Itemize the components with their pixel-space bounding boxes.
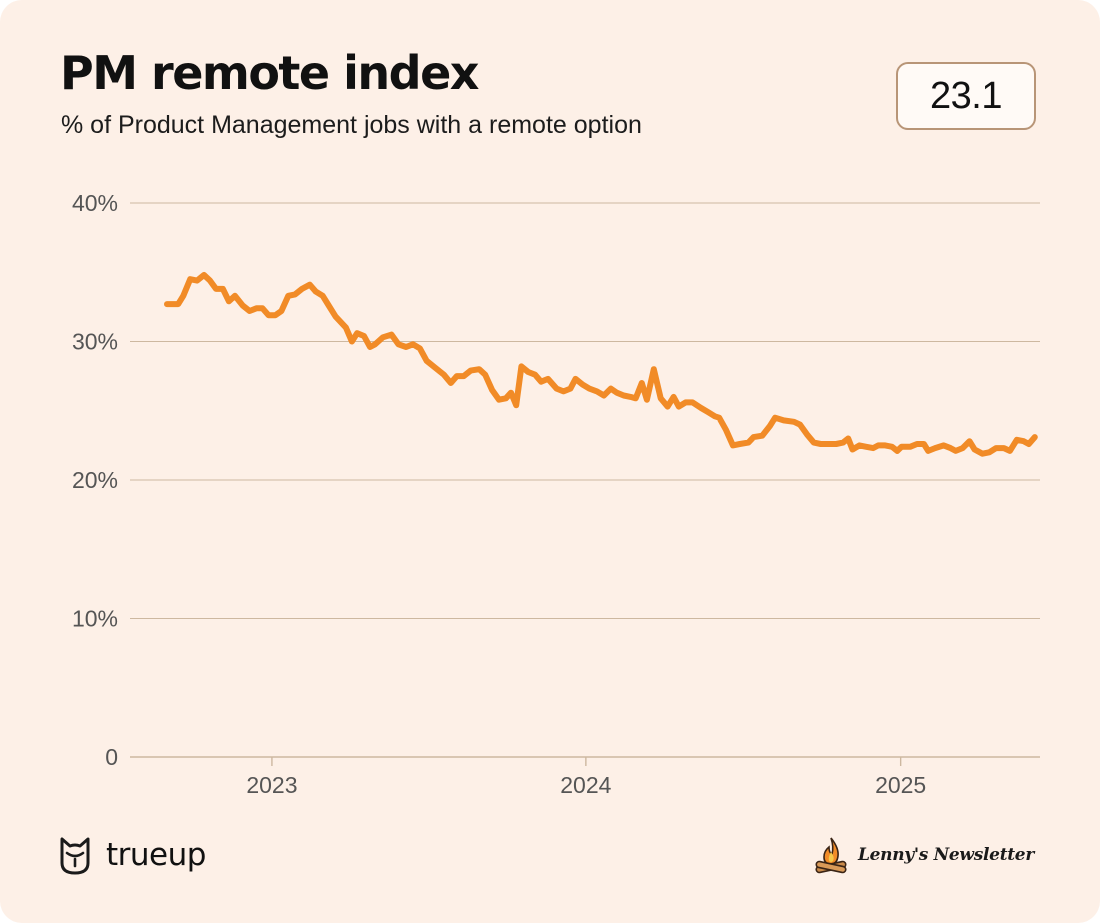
y-tick-label: 40% (72, 190, 118, 216)
grid-lines (130, 202, 1040, 758)
y-tick-label: 20% (72, 467, 118, 493)
x-tick-label: 2024 (560, 772, 611, 798)
series-line (164, 272, 1038, 457)
owl-icon (60, 837, 90, 875)
x-tick-label: 2025 (875, 772, 926, 798)
series-layer (164, 272, 1038, 457)
page-subtitle: % of Product Management jobs with a remo… (61, 111, 642, 139)
campfire-icon (815, 837, 847, 874)
x-axis-ticks: 2023 2024 2025 (246, 757, 926, 798)
y-tick-label: 0 (105, 744, 118, 770)
x-tick-label: 2023 (246, 772, 297, 798)
newsletter-brand: Lenny's Newsletter (812, 834, 1034, 876)
y-tick-label: 30% (72, 329, 118, 355)
trueup-name: trueup (106, 837, 206, 873)
trueup-brand: trueup (58, 833, 206, 877)
page-title: PM remote index (60, 46, 479, 100)
y-tick-label: 10% (72, 606, 118, 632)
current-value-badge: 23.1 (896, 62, 1036, 130)
newsletter-name: Lenny's Newsletter (858, 845, 1034, 865)
y-axis-ticks: 0 10% 20% 30% 40% (72, 190, 118, 770)
